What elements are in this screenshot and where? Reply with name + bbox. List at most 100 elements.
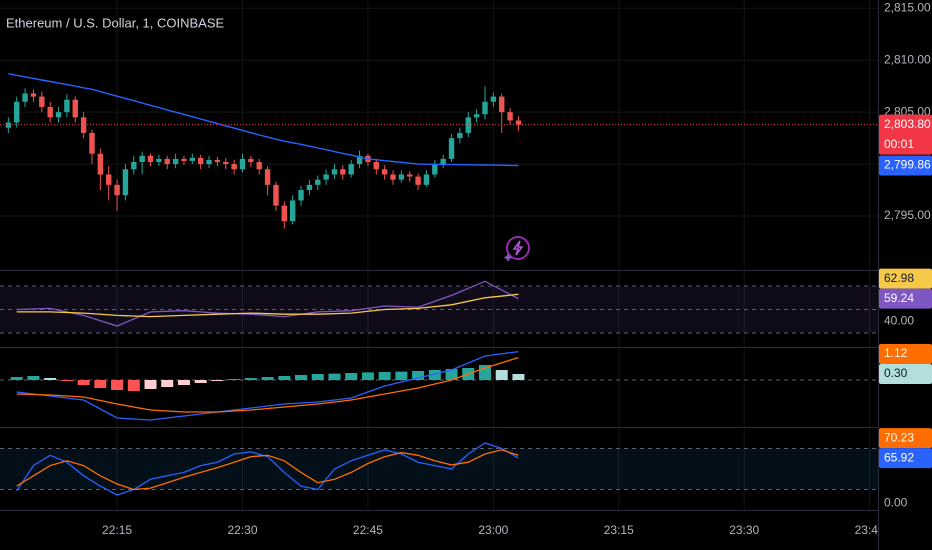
candle-body (457, 132, 463, 139)
macd-line (16, 356, 519, 413)
candle-body (106, 174, 112, 185)
histogram-bar (127, 380, 140, 391)
candle-body (315, 179, 321, 185)
last-value-box (879, 114, 932, 155)
candle-body (197, 157, 204, 165)
histogram-bar (512, 374, 525, 380)
candle-body (122, 169, 129, 196)
last-value-label: 59.24 (884, 291, 914, 305)
candle-body (231, 164, 237, 170)
candle-body (14, 101, 20, 123)
candle-body (248, 158, 254, 162)
candle-body (415, 176, 421, 185)
candle-body (490, 96, 497, 102)
candle-body (80, 117, 87, 133)
candle-body (390, 174, 396, 180)
histogram-bar (10, 377, 23, 380)
candle-body (139, 155, 145, 162)
y-tick-label: 2,810.00 (884, 52, 931, 66)
histogram-bar (278, 376, 291, 380)
histogram-bar (161, 380, 174, 387)
candle-body (214, 159, 221, 162)
lightning-icon (503, 236, 530, 262)
candle-body (340, 169, 346, 175)
y-tick-label: 40.00 (884, 313, 914, 327)
histogram-bar (211, 380, 224, 381)
candle-body (206, 159, 212, 165)
y-tick-label: 0.00 (884, 495, 908, 509)
histogram-bar (94, 380, 107, 388)
histogram-bar (378, 372, 391, 380)
last-value-box (879, 155, 932, 176)
candle-body (239, 158, 246, 170)
histogram-bar (412, 371, 425, 380)
candle-body (189, 157, 196, 161)
candle-body (89, 132, 95, 154)
candle-body (223, 162, 229, 165)
icon-bolt (512, 240, 524, 256)
candle-body (440, 158, 446, 165)
candle-body (264, 169, 271, 185)
histogram-bar (77, 380, 90, 385)
histogram-bar (177, 380, 190, 385)
candle-body (515, 120, 522, 125)
last-value-label: 0.30 (884, 366, 908, 380)
chart-title: Ethereum / U.S. Dollar, 1, COINBASE (6, 15, 225, 30)
histogram-bar (428, 370, 441, 380)
indicator-line (16, 449, 519, 491)
last-value-label: 1.12 (884, 346, 908, 360)
candle-body (398, 174, 405, 180)
candle-body (172, 158, 179, 165)
candle-body (164, 158, 170, 165)
candle-body (256, 162, 262, 170)
candle-body (465, 117, 471, 133)
candle-body (273, 184, 279, 206)
candle-body (114, 184, 120, 196)
last-value-box (879, 448, 932, 469)
candle-body (381, 169, 388, 175)
candle-body (55, 112, 62, 118)
histogram-bar (445, 369, 458, 380)
candle-body (181, 158, 187, 161)
histogram-bar (311, 374, 324, 380)
moving-average-line (8, 73, 519, 167)
histogram-bar (295, 375, 308, 380)
y-tick-label: 2,795.00 (884, 208, 931, 222)
histogram-bar (495, 370, 508, 380)
candle-body (147, 155, 154, 162)
icon-sparkle (503, 253, 513, 262)
histogram-bar (228, 379, 241, 380)
last-value-box (879, 268, 932, 289)
histogram-bar (261, 377, 274, 380)
candle-body (331, 169, 338, 175)
histogram-bar (60, 380, 73, 381)
histogram-bar (361, 372, 374, 380)
last-value-box (879, 364, 932, 384)
candle-body (156, 158, 162, 162)
x-tick-label: 23:30 (729, 523, 759, 537)
last-value-label: 2,799.86 (884, 158, 931, 172)
histogram-bar (395, 371, 408, 380)
x-tick-label: 22:15 (102, 523, 132, 537)
last-value-label: 65.92 (884, 450, 914, 464)
last-value-label: 62.98 (884, 271, 914, 285)
candle-body (39, 96, 45, 107)
candle-body (30, 93, 37, 97)
candle-body (407, 174, 413, 177)
candle-body (298, 190, 304, 201)
candle-body (72, 99, 78, 118)
candle-body (306, 184, 313, 191)
histogram-bar (44, 378, 57, 380)
candle-body (432, 164, 438, 175)
candle-body (482, 101, 488, 115)
x-tick-label: 23:15 (604, 523, 634, 537)
candle-body (281, 205, 288, 222)
last-value-box (879, 288, 932, 309)
level-band (0, 448, 878, 490)
candle-body (356, 155, 363, 165)
histogram-bar (244, 378, 257, 380)
last-value-label: 70.23 (884, 430, 914, 444)
histogram-bar (345, 373, 358, 380)
